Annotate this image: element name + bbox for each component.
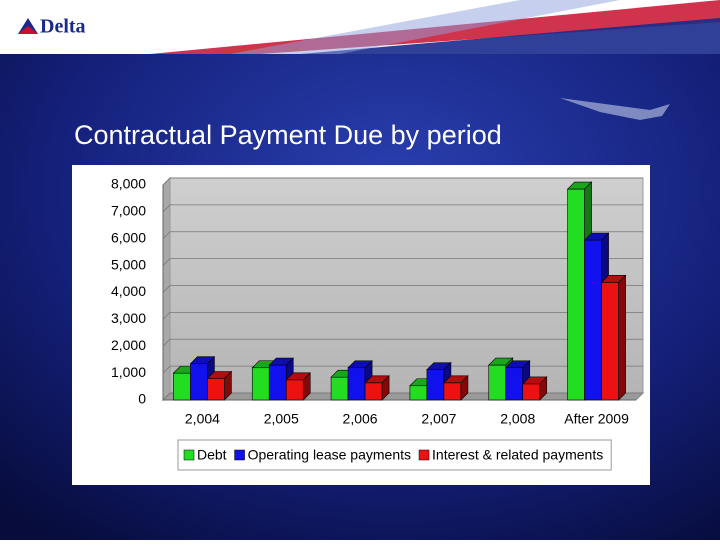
bar <box>522 376 548 401</box>
bar <box>443 375 469 401</box>
bar-front <box>584 239 602 401</box>
bar-front <box>330 376 349 401</box>
legend-swatch <box>183 449 195 461</box>
bar-front <box>601 281 619 401</box>
grid-line <box>162 311 643 320</box>
header-stripe <box>230 0 620 54</box>
x-tick-label: 2,006 <box>343 411 378 427</box>
bar-front <box>443 382 462 401</box>
logo-mark <box>18 26 38 34</box>
grid-line <box>162 204 643 213</box>
chart-title: Contractual Payment Due by period <box>74 120 502 150</box>
bar-front <box>567 188 585 401</box>
legend-label: Interest & related payments <box>432 447 603 463</box>
y-tick-label: 7,000 <box>111 203 146 219</box>
y-tick-label: 0 <box>138 391 146 407</box>
grid-line <box>162 231 643 240</box>
bar-side <box>539 376 548 401</box>
bar-front <box>522 383 541 401</box>
y-tick-label: 6,000 <box>111 229 146 245</box>
bar-front <box>488 364 507 401</box>
legend-swatch <box>418 449 430 461</box>
bar-front <box>173 372 191 401</box>
bar-front <box>268 364 287 401</box>
bar-front <box>285 379 304 401</box>
x-tick-label: 2,004 <box>185 411 220 427</box>
y-tick-label: 2,000 <box>111 337 146 353</box>
bar-front <box>190 363 208 401</box>
y-tick-label: 8,000 <box>111 176 146 192</box>
grid-line <box>162 338 643 347</box>
bar <box>600 274 627 401</box>
grid-line <box>162 258 643 266</box>
logo: Delta <box>40 16 86 38</box>
airplane <box>560 98 670 120</box>
bar-front <box>364 382 383 401</box>
x-tick-label: After 2009 <box>564 411 629 427</box>
bar-side <box>302 372 311 401</box>
bar-side <box>224 370 232 401</box>
bar-front <box>347 367 366 401</box>
legend-swatch <box>234 449 245 461</box>
y-tick-label: 5,000 <box>111 256 146 272</box>
bar <box>285 372 311 401</box>
bar-front <box>426 369 445 401</box>
bar <box>364 375 390 401</box>
grid-line <box>162 365 643 374</box>
grid-line <box>162 285 643 293</box>
x-tick-label: 2,005 <box>264 411 299 427</box>
bar-front <box>409 385 428 401</box>
grid-line <box>162 177 643 186</box>
legend-label: Operating lease payments <box>248 447 411 463</box>
bar-front <box>251 367 270 401</box>
bar <box>206 370 233 401</box>
bar-front <box>207 378 225 401</box>
y-tick-label: 1,000 <box>111 364 146 380</box>
legend-box <box>177 439 612 471</box>
bar-side <box>618 274 626 401</box>
bar-front <box>505 367 524 401</box>
legend-label: Debt <box>197 447 227 463</box>
grid-line <box>162 392 643 401</box>
y-tick-label: 4,000 <box>111 283 146 299</box>
x-tick-label: 2,007 <box>421 411 456 427</box>
x-tick-label: 2,008 <box>500 411 535 427</box>
y-tick-label: 3,000 <box>111 310 146 326</box>
bar-side <box>381 375 390 401</box>
header-stripe <box>300 18 720 54</box>
bar-side <box>460 375 469 401</box>
